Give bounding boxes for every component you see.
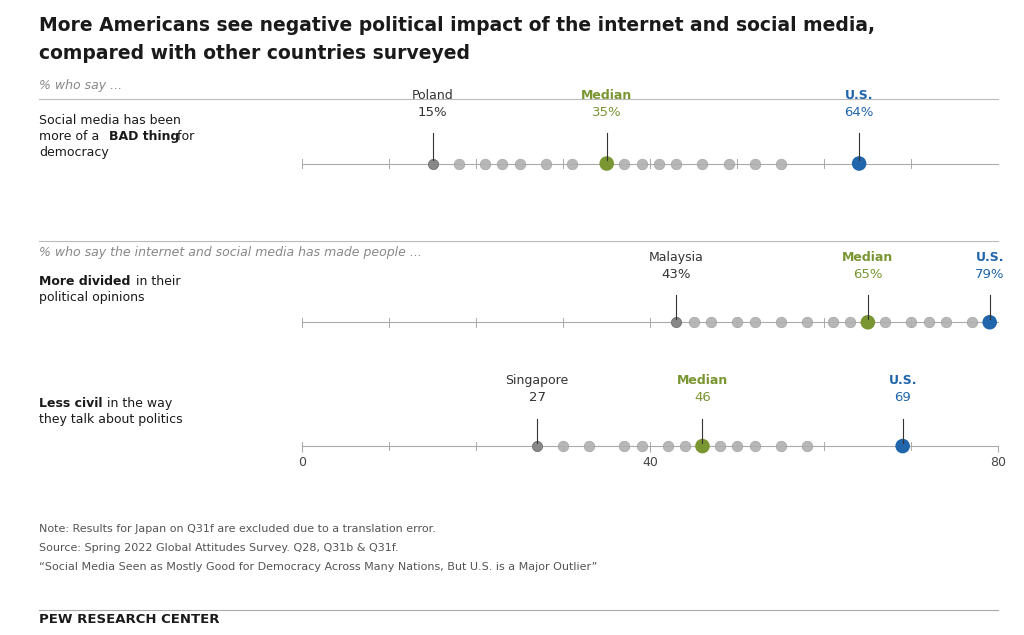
Text: 43%: 43% — [662, 268, 691, 281]
Text: Poland: Poland — [412, 89, 454, 102]
Text: Less civil: Less civil — [39, 397, 102, 410]
Text: Note: Results for Japan on Q31f are excluded due to a translation error.: Note: Results for Japan on Q31f are excl… — [39, 524, 436, 534]
Point — [729, 441, 745, 451]
Text: Malaysia: Malaysia — [649, 251, 703, 264]
Point — [746, 318, 763, 328]
Text: U.S.: U.S. — [889, 375, 916, 387]
Point — [451, 159, 467, 169]
Point — [772, 159, 788, 169]
Point — [772, 441, 788, 451]
Point — [633, 159, 649, 169]
Point — [651, 159, 668, 169]
Point — [528, 441, 545, 451]
Text: “Social Media Seen as Mostly Good for Democracy Across Many Nations, But U.S. is: “Social Media Seen as Mostly Good for De… — [39, 562, 597, 572]
Text: Social media has been: Social media has been — [39, 114, 181, 127]
Text: 64%: 64% — [845, 106, 873, 119]
Point — [694, 159, 711, 169]
Point — [555, 441, 571, 451]
Text: % who say the internet and social media has made people ...: % who say the internet and social media … — [39, 246, 422, 258]
Point — [494, 159, 510, 169]
Point — [712, 441, 728, 451]
Text: Median: Median — [842, 251, 894, 264]
Text: 27: 27 — [528, 392, 546, 404]
Text: in their: in their — [132, 275, 180, 288]
Text: Median: Median — [581, 89, 633, 102]
Text: they talk about politics: they talk about politics — [39, 413, 182, 425]
Point — [921, 318, 937, 328]
Text: BAD thing: BAD thing — [109, 130, 179, 143]
Text: more of a: more of a — [39, 130, 103, 143]
Text: 79%: 79% — [975, 268, 1005, 281]
Point — [824, 318, 841, 328]
Point — [476, 159, 493, 169]
Point — [729, 318, 745, 328]
Text: 65%: 65% — [853, 268, 883, 281]
Point — [859, 318, 876, 328]
Point — [981, 318, 997, 328]
Point — [799, 318, 815, 328]
Text: U.S.: U.S. — [976, 251, 1004, 264]
Text: PEW RESEARCH CENTER: PEW RESEARCH CENTER — [39, 613, 219, 625]
Point — [772, 318, 788, 328]
Text: compared with other countries surveyed: compared with other countries surveyed — [39, 44, 470, 64]
Text: % who say ...: % who say ... — [39, 79, 122, 91]
Point — [686, 318, 702, 328]
Point — [668, 318, 684, 328]
Point — [746, 441, 763, 451]
Point — [615, 441, 632, 451]
Point — [633, 441, 649, 451]
Text: 15%: 15% — [418, 106, 447, 119]
Point — [799, 441, 815, 451]
Point — [702, 318, 719, 328]
Text: 69: 69 — [894, 392, 911, 404]
Point — [851, 159, 867, 169]
Point — [563, 159, 580, 169]
Text: Source: Spring 2022 Global Attitudes Survey. Q28, Q31b & Q31f.: Source: Spring 2022 Global Attitudes Sur… — [39, 543, 398, 553]
Point — [668, 159, 684, 169]
Text: political opinions: political opinions — [39, 291, 144, 304]
Point — [538, 159, 554, 169]
Text: for: for — [173, 130, 195, 143]
Point — [842, 318, 858, 328]
Point — [424, 159, 440, 169]
Point — [964, 318, 980, 328]
Text: More divided: More divided — [39, 275, 130, 288]
Point — [511, 159, 528, 169]
Point — [659, 441, 676, 451]
Text: 46: 46 — [694, 392, 711, 404]
Point — [895, 441, 911, 451]
Text: More Americans see negative political impact of the internet and social media,: More Americans see negative political im… — [39, 16, 874, 35]
Point — [694, 441, 711, 451]
Point — [581, 441, 597, 451]
Point — [720, 159, 736, 169]
Point — [903, 318, 920, 328]
Point — [615, 159, 632, 169]
Text: democracy: democracy — [39, 146, 109, 159]
Point — [938, 318, 954, 328]
Text: 35%: 35% — [592, 106, 622, 119]
Point — [677, 441, 693, 451]
Point — [746, 159, 763, 169]
Text: in the way: in the way — [103, 397, 173, 410]
Point — [598, 159, 614, 169]
Text: Singapore: Singapore — [506, 375, 568, 387]
Point — [877, 318, 893, 328]
Text: U.S.: U.S. — [845, 89, 873, 102]
Text: Median: Median — [677, 375, 728, 387]
